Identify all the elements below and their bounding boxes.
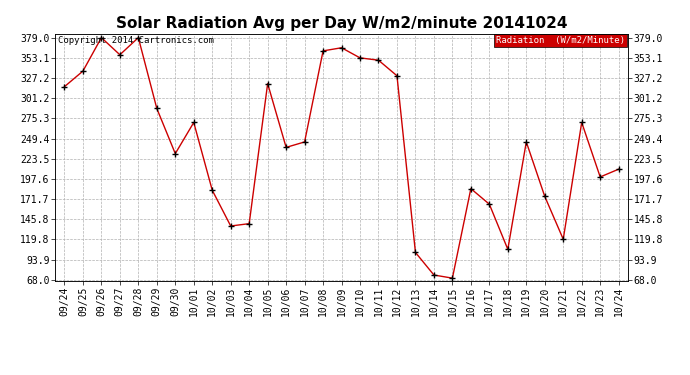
Text: Radiation  (W/m2/Minute): Radiation (W/m2/Minute) (496, 36, 625, 45)
Text: Copyright 2014 Cartronics.com: Copyright 2014 Cartronics.com (58, 36, 214, 45)
Title: Solar Radiation Avg per Day W/m2/minute 20141024: Solar Radiation Avg per Day W/m2/minute … (116, 16, 567, 31)
